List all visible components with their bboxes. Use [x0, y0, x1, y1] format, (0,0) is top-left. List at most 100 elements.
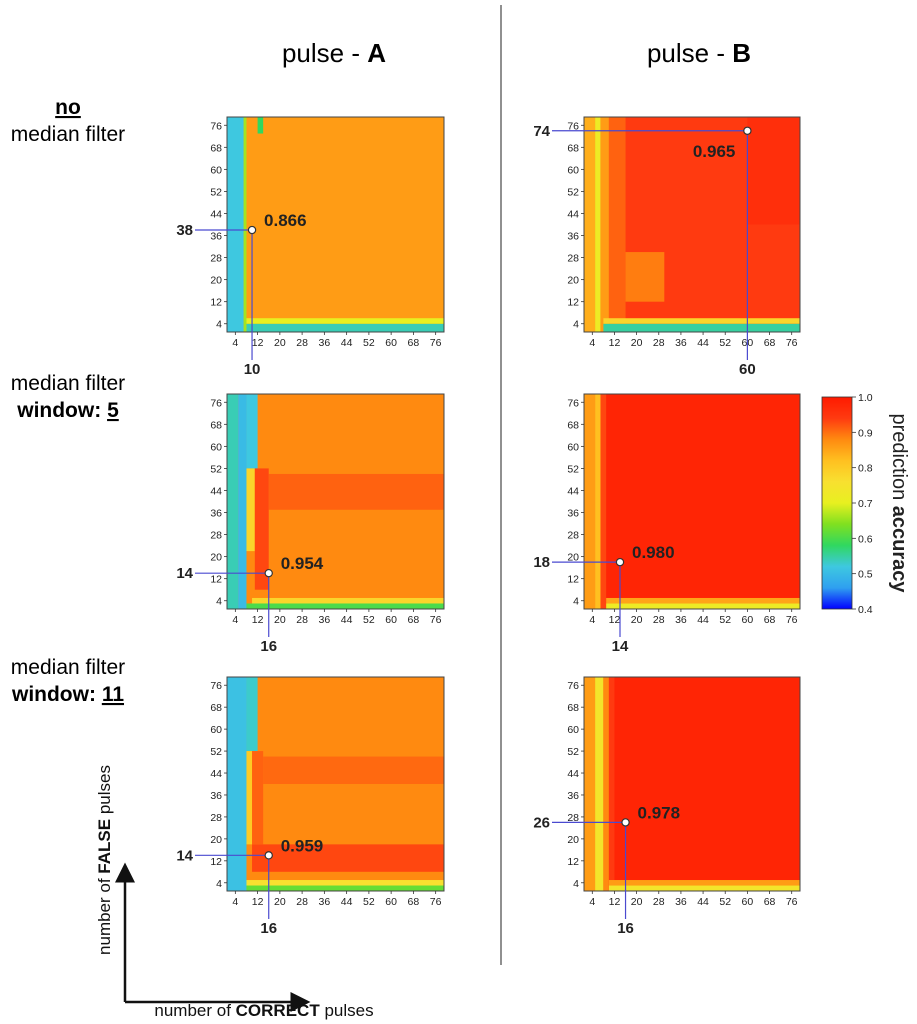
best-accuracy-label: 0.980 [632, 543, 675, 562]
x-tick-label: 68 [764, 896, 776, 908]
heatmap-region [608, 677, 615, 891]
x-tick-label: 68 [408, 337, 420, 349]
heatmap-cells [584, 677, 800, 891]
best-point-marker [264, 851, 273, 860]
y-tick-label: 4 [573, 878, 579, 890]
x-tick-label: 12 [252, 896, 264, 908]
x-tick-label: 36 [675, 337, 687, 349]
row-label-no-filter: no median filter [11, 96, 125, 146]
y-tick-label: 44 [210, 485, 222, 497]
svg-text:median filter: median filter [11, 123, 125, 146]
heatmap-region [246, 751, 253, 845]
x-tick-label: 44 [697, 614, 709, 626]
colorbar-tick-label: 1.0 [858, 392, 873, 404]
best-correct-label: 16 [260, 920, 277, 937]
x-tick-label: 12 [252, 614, 264, 626]
heatmap-region [246, 468, 255, 552]
x-tick-label: 36 [675, 896, 687, 908]
heatmap-region [600, 117, 609, 332]
y-tick-label: 60 [210, 441, 222, 453]
heatmap-region [227, 394, 239, 609]
heatmap-region [252, 751, 264, 845]
y-tick-label: 68 [567, 419, 579, 431]
x-tick-label: 28 [296, 614, 308, 626]
heatmap-region [595, 117, 601, 332]
x-tick-label: 76 [786, 896, 798, 908]
svg-text:no: no [55, 96, 81, 119]
x-tick-label: 44 [341, 337, 353, 349]
y-tick-label: 44 [210, 208, 222, 220]
heatmap-region [747, 117, 800, 225]
x-tick-label: 36 [319, 896, 331, 908]
y-tick-label: 4 [573, 596, 579, 608]
y-tick-label: 4 [216, 878, 222, 890]
heatmap-panel-a-none: 4 12 20 28 36 44 52 60 68 76 76 68 60 52 44 36 28 20 12 4 38… [176, 116, 445, 378]
y-tick-label: 36 [567, 231, 579, 243]
x-tick-label: 20 [631, 896, 643, 908]
heatmap-region [606, 597, 800, 604]
colorbar-tick-label: 0.7 [858, 498, 873, 510]
heatmap-region [595, 394, 601, 609]
heatmap-region [246, 885, 444, 891]
y-tick-label: 28 [567, 530, 579, 542]
heatmap-region [584, 677, 596, 891]
y-axis-title: number of FALSE pulses [95, 765, 114, 955]
heatmap-panel-b-none: 4 12 20 28 36 44 52 60 68 76 76 68 60 52 44 36 28 20 12 4 74… [533, 116, 801, 378]
heatmap-region [606, 603, 800, 609]
y-tick-label: 36 [210, 790, 222, 802]
x-tick-label: 28 [653, 614, 665, 626]
heatmap-region [227, 117, 444, 332]
best-false-label: 18 [533, 554, 550, 571]
heatmap-region [263, 756, 444, 784]
x-tick-label: 76 [786, 614, 798, 626]
y-tick-label: 12 [567, 297, 579, 309]
y-tick-label: 28 [567, 812, 579, 824]
x-tick-label: 52 [719, 896, 731, 908]
heatmap-panel-a-window-11: 4 12 20 28 36 44 52 60 68 76 76 68 60 52 44 36 28 20 12 4 14… [176, 676, 445, 937]
best-point-marker [264, 568, 273, 578]
y-tick-label: 12 [567, 856, 579, 868]
heatmap-panel-b-window-5: 4 12 20 28 36 44 52 60 68 76 76 68 60 52 44 36 28 20 12 4 18… [533, 393, 801, 655]
y-tick-label: 60 [567, 441, 579, 453]
heatmap-region [600, 394, 607, 609]
heatmap-panels: 4 12 20 28 36 44 52 60 68 76766860524436282012438… [176, 116, 801, 937]
x-tick-label: 76 [430, 896, 442, 908]
x-tick-label: 52 [719, 337, 731, 349]
colorbar-tick-label: 0.8 [858, 463, 873, 475]
colorbar-title: prediction accuracy [888, 413, 910, 593]
column-title-b: pulse - B [647, 38, 751, 68]
heatmap-region [252, 844, 444, 872]
x-tick-label: 44 [341, 614, 353, 626]
y-tick-label: 20 [210, 834, 222, 846]
y-tick-label: 44 [567, 768, 579, 780]
best-accuracy-label: 0.954 [281, 554, 324, 573]
y-tick-label: 36 [210, 231, 222, 243]
x-tick-label: 60 [385, 337, 397, 349]
y-tick-label: 36 [567, 790, 579, 802]
y-tick-label: 52 [567, 463, 579, 475]
x-tick-label: 28 [296, 896, 308, 908]
x-tick-label: 4 [589, 896, 595, 908]
best-point-marker [743, 126, 752, 135]
x-tick-label: 76 [430, 614, 442, 626]
best-correct-label: 16 [617, 920, 634, 937]
x-tick-label: 20 [274, 337, 286, 349]
heatmap-region [608, 880, 800, 886]
x-tick-label: 28 [296, 337, 308, 349]
y-tick-label: 28 [210, 812, 222, 824]
y-tick-label: 44 [210, 768, 222, 780]
heatmap-region [227, 117, 244, 332]
x-tick-label: 36 [319, 337, 331, 349]
row-label-window-5: median filter window: 5 [11, 372, 125, 422]
plot-frame [226, 393, 445, 610]
colorbar-tick-label: 0.9 [858, 427, 873, 439]
best-point-marker [247, 225, 257, 235]
x-tick-label: 52 [719, 614, 731, 626]
x-tick-label: 68 [764, 614, 776, 626]
plot-frame [583, 676, 801, 892]
y-tick-label: 12 [210, 297, 222, 309]
x-tick-label: 28 [653, 896, 665, 908]
y-tick-label: 76 [567, 120, 579, 132]
y-tick-label: 60 [567, 164, 579, 176]
best-false-label: 26 [533, 814, 550, 831]
